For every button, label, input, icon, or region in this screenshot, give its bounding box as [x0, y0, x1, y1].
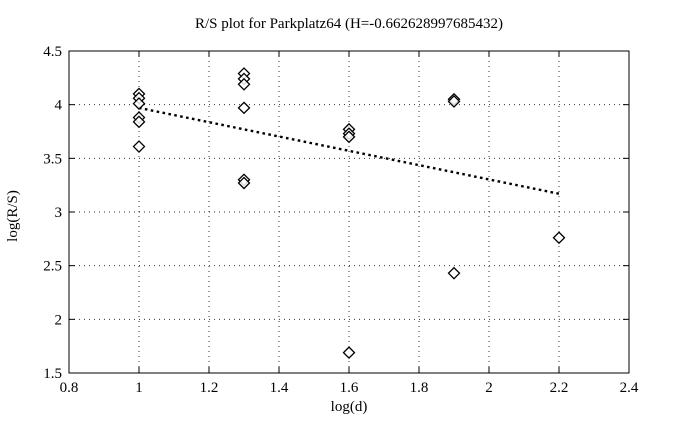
plot-area: 0.8 1 1.2 1.4 1.6 1.8 2 2.2 2.4 1.5 2 2.5 3 3.5 4 4.5	[43, 44, 639, 396]
y-tick-label: 1.5	[43, 366, 62, 382]
y-tick-label: 4.5	[43, 44, 62, 60]
x-tick-label: 2	[485, 380, 493, 396]
data-point-diamond	[132, 140, 146, 153]
y-axis-label: log(R/S)	[5, 190, 21, 242]
data-point-diamond	[237, 176, 251, 190]
y-tick-label: 3.5	[43, 151, 62, 167]
data-point-diamond	[237, 101, 251, 115]
x-tick-label: 0.8	[60, 380, 79, 396]
y-tick-label: 4	[55, 98, 63, 114]
y-tick-label: 2	[55, 312, 63, 328]
x-axis-label: log(d)	[331, 399, 368, 415]
data-point-diamond	[132, 97, 146, 111]
y-tick-label: 2.5	[43, 259, 62, 275]
x-tick-label: 2.2	[550, 380, 569, 396]
x-tick-label: 1	[135, 380, 143, 396]
data-point-diamond	[447, 95, 461, 108]
chart-title: R/S plot for Parkplatz64 (H=-0.662628997…	[195, 16, 503, 32]
x-tick-label: 2.4	[620, 380, 639, 396]
y-tick-label: 3	[55, 205, 63, 221]
x-tick-label: 1.2	[200, 380, 219, 396]
x-tick-label: 1.8	[410, 380, 429, 396]
data-point-diamond	[552, 231, 566, 245]
data-point-diamond	[237, 77, 251, 91]
x-tick-label: 1.4	[270, 380, 289, 396]
data-point-diamond	[447, 266, 461, 280]
data-point-diamond	[342, 130, 356, 144]
data-point-diamond	[342, 346, 356, 360]
fit-line	[138, 106, 560, 195]
data-point-diamond	[132, 115, 146, 129]
x-tick-label: 1.6	[340, 380, 359, 396]
